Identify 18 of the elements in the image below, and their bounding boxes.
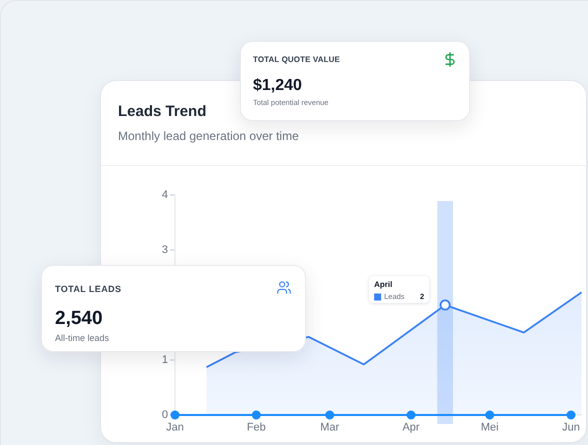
x-tick-label: Jun <box>562 422 580 434</box>
x-tick-label: Apr <box>402 422 420 434</box>
text: 2,540 <box>55 308 103 328</box>
y-tick-label: 0 <box>162 409 168 422</box>
annotation: April <box>374 280 392 290</box>
chart-subtitle: Monthly lead generation over time <box>118 129 299 143</box>
text: All-time leads <box>55 332 110 342</box>
y-tick-label: 4 <box>162 189 168 202</box>
x-tick-label: Feb <box>246 422 266 434</box>
y-tick-label: 1 <box>162 354 168 366</box>
x-tick-label: Jan <box>166 422 184 434</box>
y-tick-label: 3 <box>162 244 168 256</box>
x-tick-label: Mar <box>320 422 340 434</box>
text: TOTAL LEADS <box>55 284 122 294</box>
chart-title: Leads Trend <box>118 103 206 120</box>
x-tick-label: Mei <box>480 422 499 434</box>
text: $1,240 <box>253 77 302 94</box>
text: TOTAL QUOTE VALUE <box>253 55 340 64</box>
